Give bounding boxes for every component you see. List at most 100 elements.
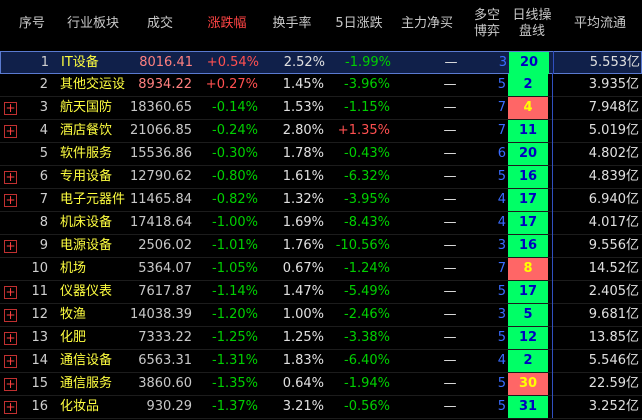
main-net-buy: — bbox=[443, 284, 457, 299]
five-day-change: -0.56% bbox=[344, 399, 390, 414]
change-pct: -1.20% bbox=[212, 307, 258, 322]
table-row[interactable]: +16 化妆品 930.29 -1.37% 3.21% -0.56% — 5 31 3.252亿 bbox=[0, 395, 642, 419]
expand-icon[interactable]: + bbox=[4, 377, 17, 391]
change-pct: -1.25% bbox=[212, 330, 258, 345]
row-number: 16 bbox=[31, 399, 48, 414]
column-header[interactable]: 主力净买 bbox=[400, 16, 453, 31]
table-row[interactable]: 2 其他交运设 8934.22 +0.27% 1.45% -3.96% —5 2 3.935亿 bbox=[0, 73, 642, 97]
main-net-buy: — bbox=[443, 77, 457, 92]
expand-icon[interactable]: + bbox=[4, 193, 17, 207]
change-pct: -0.14% bbox=[212, 100, 258, 115]
column-header[interactable]: 换手率 bbox=[272, 16, 312, 31]
sector-name: 机场 bbox=[60, 261, 87, 276]
long-short-game: 5 bbox=[497, 169, 506, 184]
turnover-rate: 2.80% bbox=[282, 123, 324, 138]
avg-circulation: 2.405亿 bbox=[552, 280, 641, 303]
long-short-game: 6 bbox=[497, 146, 506, 161]
expand-icon[interactable]: + bbox=[4, 400, 17, 414]
avg-circulation: 9.556亿 bbox=[552, 234, 641, 257]
table-row[interactable]: 10 机场 5364.07 -1.05% 0.67% -1.24% — 7 8 14.52亿 bbox=[0, 257, 642, 281]
main-net-buy: — bbox=[443, 353, 457, 368]
table-row[interactable]: +6 专用设备 12790.62 -0.80% 1.61% -6.32% — 5 16 4.839… bbox=[0, 165, 642, 189]
turnover-rate: 1.61% bbox=[282, 169, 324, 184]
long-short-game: 3 bbox=[498, 55, 507, 70]
avg-circulation: 4.802亿 bbox=[552, 142, 641, 165]
avg-circulation: 5.553亿 bbox=[553, 51, 642, 74]
expand-icon[interactable]: + bbox=[4, 124, 17, 138]
table-row[interactable]: +14 通信设备 6563.31 -1.31% 1.83% -6.40% — 4 2 5.546亿 bbox=[0, 349, 642, 373]
main-net-buy: — bbox=[443, 376, 457, 391]
turnover-rate: 0.67% bbox=[282, 261, 324, 276]
long-short-game: 7 bbox=[497, 100, 506, 115]
column-header[interactable]: 成交 bbox=[146, 16, 173, 31]
sector-name: 其他交运设 bbox=[60, 77, 126, 92]
column-header[interactable]: 日线操盘线 bbox=[512, 8, 552, 39]
turnover-rate: 0.64% bbox=[282, 376, 324, 391]
daily-line: 4 bbox=[508, 97, 548, 119]
long-short-game: 5 bbox=[497, 330, 506, 345]
avg-circulation: 5.546亿 bbox=[552, 349, 641, 372]
five-day-change: -6.40% bbox=[344, 353, 390, 368]
row-number: 13 bbox=[31, 330, 48, 345]
table-row[interactable]: +9 电源设备 2506.02 -1.01% 1.76% -10.56% — 3 16 9.556… bbox=[0, 234, 642, 258]
turnover-amount: 12790.62 bbox=[130, 169, 192, 184]
expand-icon[interactable]: + bbox=[4, 308, 17, 322]
change-pct: -0.80% bbox=[212, 169, 258, 184]
long-short-game: 5 bbox=[497, 284, 506, 299]
long-short-game: 3 bbox=[497, 307, 506, 322]
column-header[interactable]: 涨跌幅 bbox=[207, 16, 247, 31]
row-number: 9 bbox=[39, 238, 48, 253]
sector-name: 化肥 bbox=[60, 330, 87, 345]
row-number: 4 bbox=[39, 123, 48, 138]
five-day-change: -1.94% bbox=[344, 376, 390, 391]
five-day-change: -5.49% bbox=[344, 284, 390, 299]
turnover-rate: 1.78% bbox=[282, 146, 324, 161]
change-pct: -0.82% bbox=[212, 192, 258, 207]
expand-icon[interactable]: + bbox=[4, 239, 17, 253]
table-row[interactable]: 5 软件服务 15536.86 -0.30% 1.78% -0.43% — 6 20 4.802亿 bbox=[0, 142, 642, 166]
expand-icon[interactable]: + bbox=[4, 101, 17, 115]
main-net-buy: — bbox=[443, 330, 457, 345]
table-row[interactable]: +3 航天国防 18360.65 -0.14% 1.53% -1.15% — 7 4 7.948亿 bbox=[0, 96, 642, 120]
turnover-amount: 6563.31 bbox=[138, 353, 192, 368]
change-pct: +0.54% bbox=[206, 55, 259, 70]
daily-line: 2 bbox=[508, 350, 548, 372]
table-row[interactable]: +13 化肥 7333.22 -1.25% 1.25% -3.38% — 5 12 13.85亿 bbox=[0, 326, 642, 350]
turnover-amount: 7617.87 bbox=[138, 284, 192, 299]
column-header[interactable]: 5日涨跌 bbox=[335, 16, 383, 31]
change-pct: -1.05% bbox=[212, 261, 258, 276]
table-row[interactable]: 1 IT设备 8016.41 +0.54% 2.52% -1.99% — 3 20 5.553亿 bbox=[0, 51, 642, 74]
table-row[interactable]: +12 牧渔 14038.39 -1.20% 1.00% -2.46% — 3 5 9.681亿 bbox=[0, 303, 642, 327]
avg-circulation: 4.839亿 bbox=[552, 165, 641, 188]
expand-icon[interactable]: + bbox=[4, 354, 17, 368]
five-day-change: -6.32% bbox=[344, 169, 390, 184]
row-number: 15 bbox=[31, 376, 48, 391]
column-header[interactable]: 多空博弈 bbox=[473, 8, 500, 39]
daily-line: 17 bbox=[508, 281, 548, 303]
table-row[interactable]: +4 酒店餐饮 21066.85 -0.24% 2.80% +1.35% — 7 11 5.019… bbox=[0, 119, 642, 143]
main-net-buy: — bbox=[444, 55, 458, 70]
sector-name: 电源设备 bbox=[60, 238, 113, 253]
row-number: 2 bbox=[39, 77, 48, 92]
expand-icon[interactable]: + bbox=[4, 285, 17, 299]
five-day-change: -3.96% bbox=[344, 77, 390, 92]
table-row[interactable]: +7 电子元器件 11465.84 -0.82% 1.32% -3.95% — 4 17 6.94… bbox=[0, 188, 642, 212]
row-number: 10 bbox=[31, 261, 48, 276]
turnover-rate: 1.00% bbox=[282, 307, 324, 322]
table-row[interactable]: 8 机床设备 17418.64 -1.00% 1.69% -8.43% — 4 17 4.017亿 bbox=[0, 211, 642, 235]
table-row[interactable]: +15 通信服务 3860.60 -1.35% 0.64% -1.94% — 5 30 22.59… bbox=[0, 372, 642, 396]
row-number: 11 bbox=[31, 284, 48, 299]
column-header[interactable]: 行业板块 bbox=[66, 16, 119, 31]
expand-icon[interactable]: + bbox=[4, 170, 17, 184]
sector-name: 化妆品 bbox=[60, 399, 100, 414]
table-row[interactable]: +11 仪器仪表 7617.87 -1.14% 1.47% -5.49% — 5 17 2.405… bbox=[0, 280, 642, 304]
turnover-amount: 5364.07 bbox=[138, 261, 192, 276]
change-pct: -1.37% bbox=[212, 399, 258, 414]
avg-circulation: 13.85亿 bbox=[552, 326, 641, 349]
main-net-buy: — bbox=[443, 238, 457, 253]
column-header[interactable]: 平均流通 bbox=[573, 16, 626, 31]
column-header[interactable]: 序号 bbox=[18, 16, 45, 31]
turnover-amount: 18360.65 bbox=[130, 100, 192, 115]
expand-icon[interactable]: + bbox=[4, 331, 17, 345]
avg-circulation: 3.935亿 bbox=[552, 73, 641, 96]
